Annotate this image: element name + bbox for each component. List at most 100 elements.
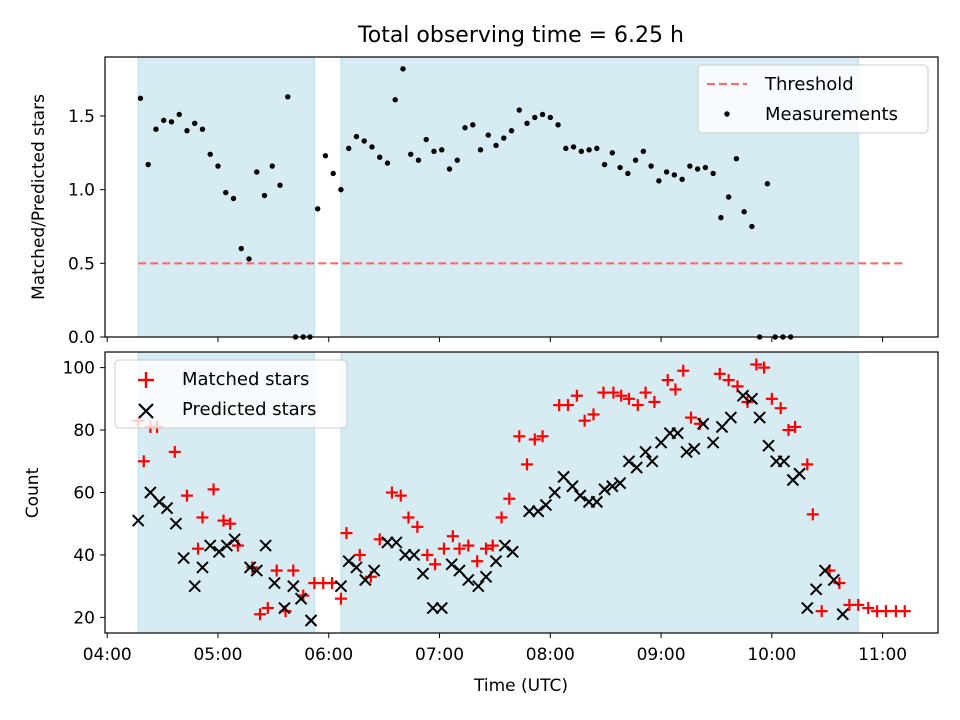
matched-star-point <box>677 364 690 377</box>
matched-star-point <box>471 555 484 568</box>
matched-star-point <box>898 605 911 618</box>
predicted-star-point <box>630 461 643 474</box>
measurement-point <box>632 157 639 163</box>
x-tick-label: 06:00 <box>304 645 353 665</box>
top-window-1 <box>137 56 315 338</box>
measurement-point <box>663 169 670 175</box>
predicted-star-point <box>294 592 308 605</box>
predicted-star-point <box>762 439 775 452</box>
matched-star-point <box>480 542 493 555</box>
bottom-y-tick-label: 60 <box>73 484 95 504</box>
measurement-point <box>725 194 732 200</box>
bottom-y-axis-label: Count <box>23 467 43 518</box>
matched-star-point <box>521 458 534 471</box>
measurement-point <box>671 172 678 178</box>
measurement-point <box>238 245 244 252</box>
matched-star-point <box>852 598 865 611</box>
measurement-point <box>269 163 275 169</box>
predicted-legend-swatch <box>138 403 154 419</box>
matched-star-point <box>402 511 415 524</box>
predicted-star-point <box>268 576 281 590</box>
predicted-star-point <box>132 514 145 527</box>
matched-star-point <box>669 383 682 396</box>
measurement-point <box>501 135 507 141</box>
measurement-point <box>377 154 383 160</box>
matched-star-point <box>180 489 193 502</box>
predicted-star-point <box>479 570 493 584</box>
measurement-point <box>369 144 375 150</box>
top-y-ticks: 0.0 0.5 1.0 1.5 <box>68 107 105 348</box>
predicted-star-point <box>724 411 738 424</box>
matched-star-point <box>334 592 347 605</box>
predicted-star-point <box>639 445 652 459</box>
predicted-star-point <box>426 601 440 615</box>
measurement-point <box>192 120 198 127</box>
matched-star-point <box>570 389 583 402</box>
matched-star-point <box>207 483 220 496</box>
predicted-star-point <box>574 489 587 502</box>
matched-star-point <box>758 361 771 374</box>
matched-star-point <box>513 430 526 443</box>
measurements-legend-label: Measurements <box>765 104 898 125</box>
matched-star-point <box>385 486 398 499</box>
measurement-point <box>640 148 647 155</box>
matched-star-point <box>750 358 763 371</box>
measurement-point <box>679 176 685 183</box>
matched-star-point <box>495 511 508 524</box>
measurement-point <box>223 189 229 196</box>
measurement-point <box>345 145 352 152</box>
matched-star-point <box>287 564 300 577</box>
bottom-legend: Matched stars Predicted stars <box>114 359 348 429</box>
bottom-panel: 20 40 60 80 100 04:00 05:00 06:00 07:00 08:00 09:… <box>23 351 939 696</box>
matched-star-point <box>862 602 875 615</box>
predicted-star-point <box>153 495 166 509</box>
measurement-point <box>330 170 336 177</box>
measurement-point <box>230 195 237 202</box>
predicted-star-point <box>745 392 759 406</box>
measurement-point <box>168 119 175 125</box>
measurement-point <box>199 126 206 132</box>
measurement-point <box>702 164 709 171</box>
matched-star-point <box>578 414 591 427</box>
matched-stars-points <box>132 358 911 621</box>
predicted-star-point <box>539 498 553 512</box>
measurement-point <box>392 97 398 103</box>
predicted-star-point <box>696 417 710 431</box>
matched-star-point <box>713 367 726 380</box>
measurement-point <box>408 151 414 157</box>
predicted-star-point <box>259 539 272 552</box>
matched-star-point <box>446 530 459 543</box>
predicted-star-point <box>472 579 485 593</box>
predicted-star-point <box>416 567 430 580</box>
predicted-star-point <box>827 573 841 587</box>
predicted-star-point <box>606 480 619 493</box>
matched-star-point <box>833 577 846 590</box>
top-y-tick-label: 0.0 <box>68 328 95 348</box>
measurement-point <box>215 163 221 169</box>
threshold-legend-label: Threshold <box>764 74 854 95</box>
predicted-star-point <box>590 495 604 509</box>
measurement-point <box>454 157 460 163</box>
x-axis-label: Time (UTC) <box>473 676 568 696</box>
matched-star-point <box>631 399 644 412</box>
measurement-point <box>508 127 515 134</box>
predicted-star-point <box>204 539 217 552</box>
matched-star-point <box>486 539 499 552</box>
measurement-point <box>400 66 406 72</box>
predicted-star-point <box>435 601 448 615</box>
x-tick-label: 07:00 <box>415 645 464 665</box>
matched-star-point <box>774 402 787 415</box>
measurement-point <box>749 223 755 230</box>
predicted-star-point <box>445 558 458 571</box>
top-observing-windows <box>137 56 859 338</box>
top-panel: 0.0 0.5 1.0 1.5 Matched/Predicted stars Thr… <box>29 56 939 348</box>
predicted-star-point <box>753 411 766 424</box>
measurement-point <box>563 145 569 152</box>
measurement-point <box>423 136 429 143</box>
predicted-star-point <box>250 564 263 577</box>
top-y-tick-label: 0.5 <box>68 254 95 274</box>
matched-star-point <box>607 386 620 399</box>
matched-legend-label: Matched stars <box>182 369 309 390</box>
predicted-star-point <box>680 445 693 459</box>
